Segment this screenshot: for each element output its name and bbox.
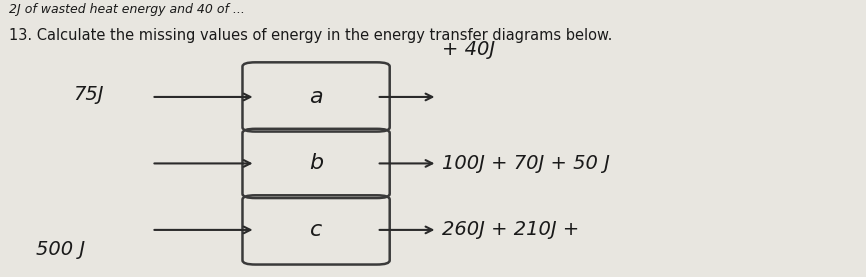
- Text: 13. Calculate the missing values of energy in the energy transfer diagrams below: 13. Calculate the missing values of ener…: [9, 28, 612, 43]
- Text: b: b: [309, 153, 323, 173]
- Text: + 40J: + 40J: [442, 40, 494, 59]
- Text: 100J + 70J + 50 J: 100J + 70J + 50 J: [442, 154, 610, 173]
- Text: a: a: [309, 87, 323, 107]
- Text: 75J: 75J: [74, 85, 104, 104]
- Text: 500 J: 500 J: [36, 240, 86, 259]
- Text: c: c: [310, 220, 322, 240]
- Text: 260J + 210J +: 260J + 210J +: [442, 220, 578, 239]
- Text: 2J of wasted heat energy and 40 of ...: 2J of wasted heat energy and 40 of ...: [9, 3, 244, 16]
